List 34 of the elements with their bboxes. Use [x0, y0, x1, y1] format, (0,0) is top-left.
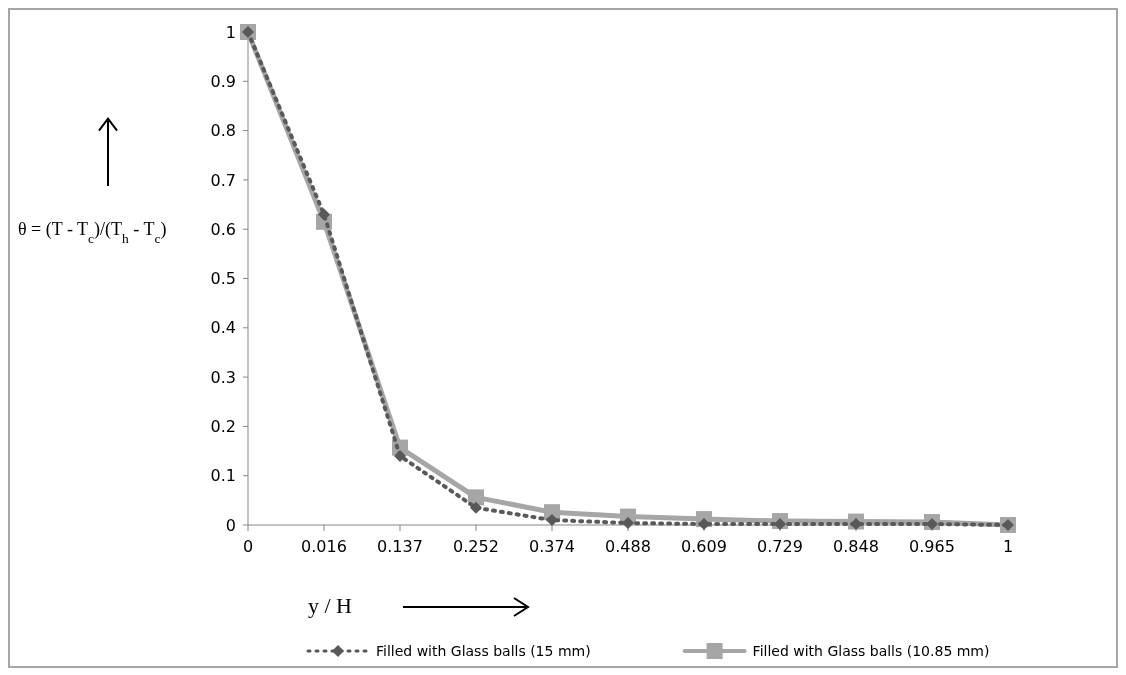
y-tick-label: 0.6	[210, 219, 236, 239]
y-tick-label: 0.7	[210, 170, 236, 190]
y-axis-title: θ = (T - T$_{c}$)/(T$_{h}$ - T$_{c}$)	[18, 219, 167, 246]
x-tick-label: 0.609	[681, 537, 727, 556]
point	[926, 518, 938, 531]
x-tick-label: 1	[1002, 537, 1014, 556]
y-tick-label: 0.4	[210, 318, 236, 338]
x-tick-label: 0.374	[529, 537, 575, 556]
point	[546, 514, 558, 527]
x-tick-label: 0.965	[909, 537, 955, 556]
x-tick-label: 0.488	[605, 537, 651, 556]
legend-label: Filled with Glass balls (15 mm)	[376, 642, 591, 659]
y-tick-label: 0.2	[210, 417, 236, 436]
point	[774, 518, 786, 531]
point	[622, 517, 634, 530]
x-tick-label: 0.016	[301, 537, 347, 556]
x-tick-label: 0.252	[453, 537, 499, 556]
x-axis-title: y / H	[308, 593, 353, 618]
x-tick-label: 0.729	[757, 537, 803, 556]
y-tick-label: 0.8	[210, 121, 236, 141]
y-tick-label: 0.9	[210, 71, 236, 91]
x-tick-label: 0	[242, 537, 254, 556]
y-tick-label: 0.1	[210, 466, 236, 486]
x-tick-label: 0.848	[833, 537, 879, 556]
y-tick-label: 1	[225, 22, 236, 42]
y-tick-label: 0	[225, 515, 236, 535]
point	[318, 208, 330, 221]
y-tick-label: 0.5	[210, 269, 236, 289]
legend-label: Filled with Glass balls (10.85 mm)	[752, 642, 990, 659]
point	[470, 501, 482, 514]
point	[468, 489, 484, 506]
y-tick-label: 0.3	[210, 367, 236, 387]
x-tick-label: 0.137	[377, 537, 423, 556]
point	[394, 449, 406, 462]
